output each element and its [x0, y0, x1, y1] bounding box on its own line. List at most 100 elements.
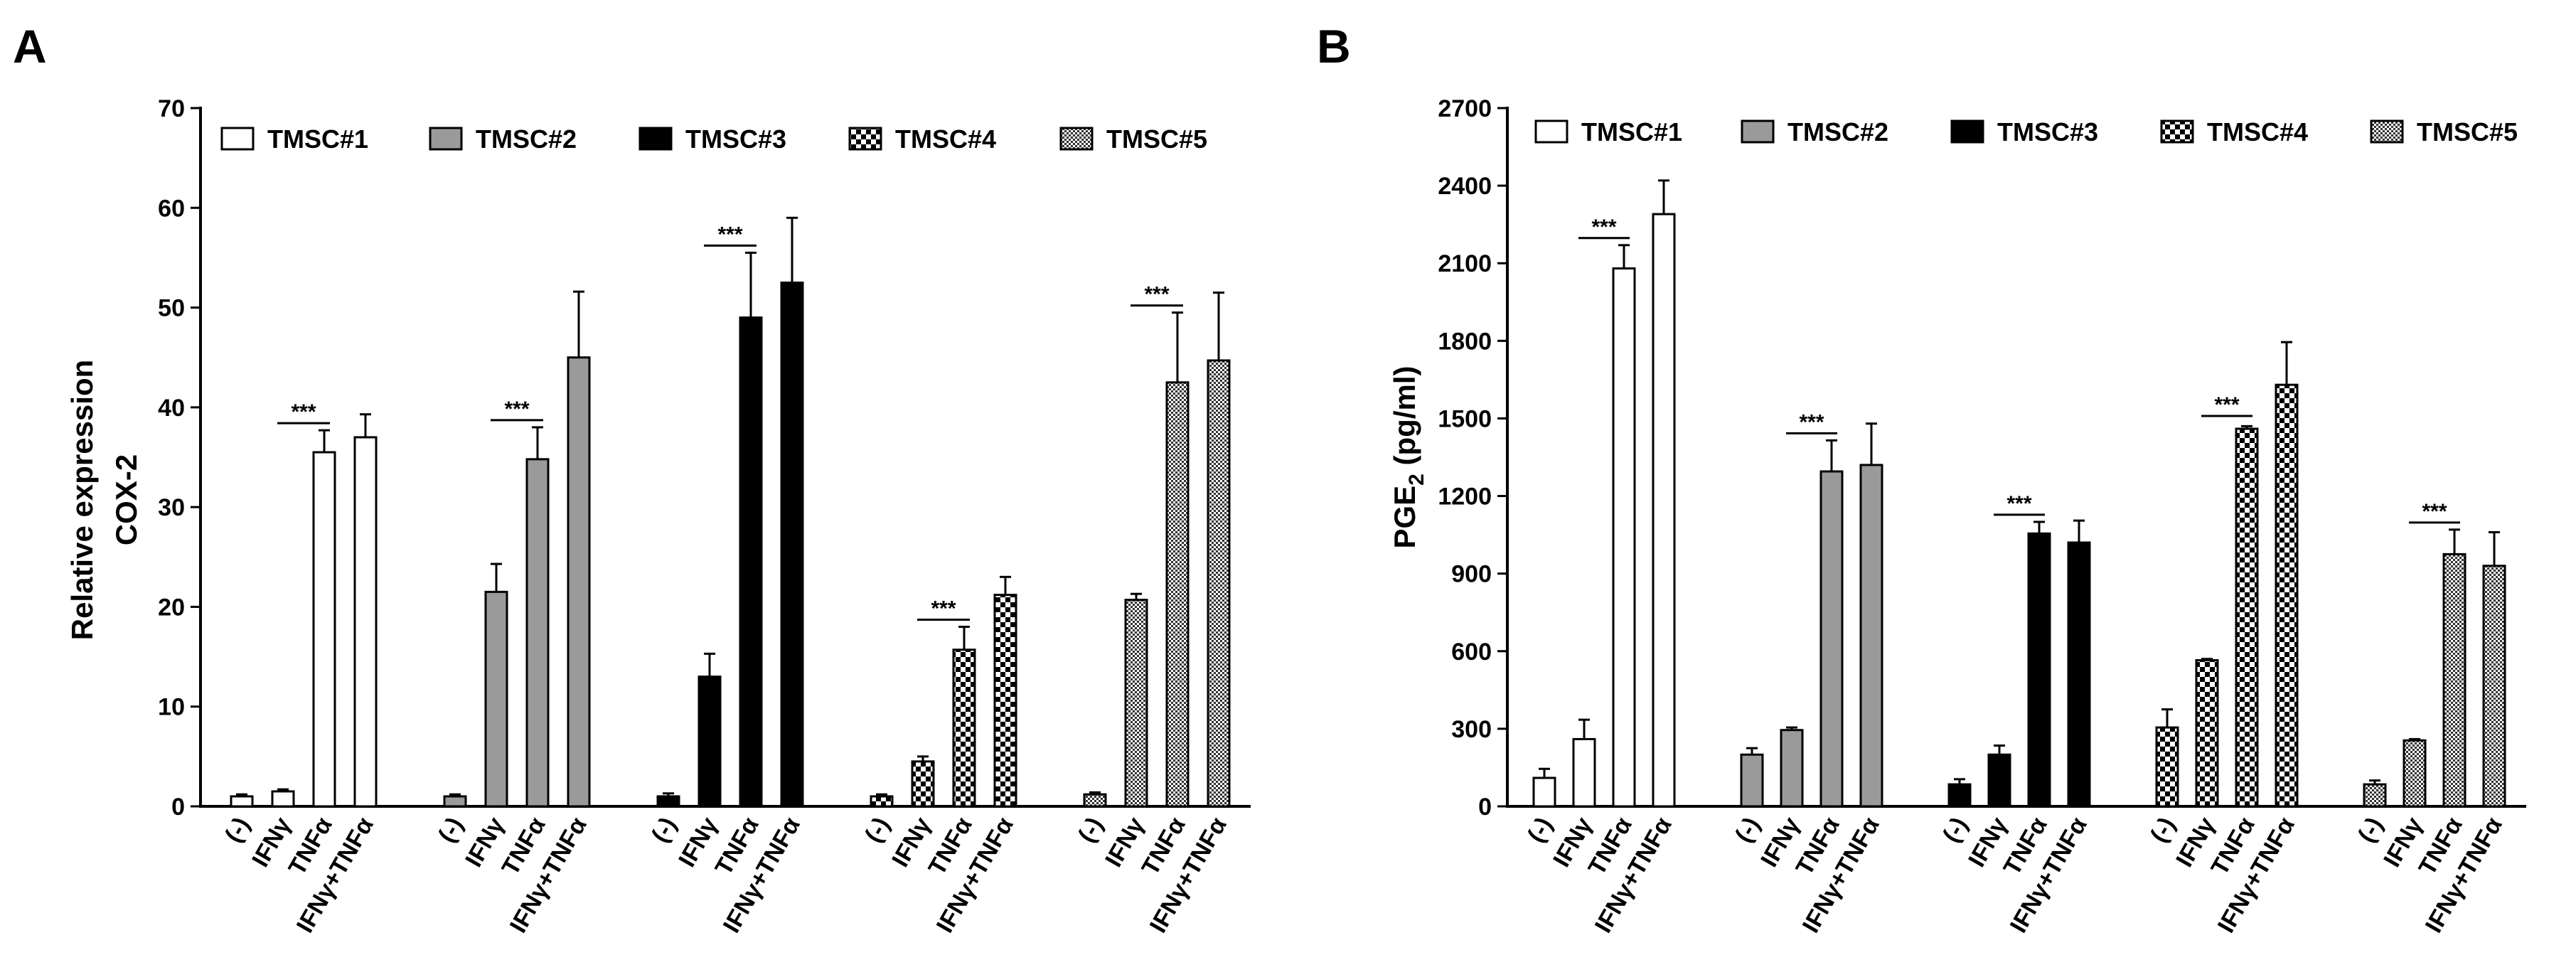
legend-swatch-white [1534, 119, 1568, 144]
legend-label: TMSC#4 [2207, 117, 2308, 146]
category-label: (-) [220, 813, 255, 847]
significance-marker: *** [2006, 492, 2031, 516]
category-label: (-) [2353, 813, 2388, 847]
significance-marker: *** [1591, 215, 1616, 239]
bar [1532, 776, 1556, 808]
legend-swatch-gray [429, 127, 463, 151]
significance-marker: *** [2214, 393, 2239, 417]
y-tick-label: 10 [158, 694, 185, 721]
bar [656, 795, 680, 808]
category-label: (-) [646, 813, 682, 847]
legend-label: TMSC#1 [1581, 117, 1682, 146]
bar [230, 795, 254, 808]
bar [2155, 726, 2179, 808]
legend-swatch-fine [1059, 127, 1094, 151]
bar [1819, 470, 1844, 808]
legend-label: TMSC#2 [476, 124, 577, 154]
bar [484, 590, 508, 808]
y-tick-label: 60 [158, 195, 185, 222]
bar [1165, 381, 1190, 808]
y-tick-label: 1800 [1438, 328, 1492, 355]
legend-label: TMSC#5 [1106, 124, 1207, 154]
bar [353, 436, 378, 808]
significance-marker: *** [504, 397, 529, 421]
y-tick-label: 0 [171, 794, 185, 821]
legend-label: TMSC#2 [1787, 117, 1888, 146]
bar [443, 795, 467, 808]
bar [2067, 541, 2091, 808]
bar [1780, 729, 1804, 808]
bar [739, 316, 763, 808]
y-tick-label: 900 [1451, 561, 1492, 588]
legend-swatch-checker [2160, 119, 2194, 144]
legend-label: TMSC#3 [685, 124, 786, 154]
y-tick-label: 2100 [1438, 250, 1492, 277]
bar [870, 795, 894, 808]
legend-swatch-white [220, 127, 255, 151]
bar [2027, 532, 2051, 808]
significance-marker: *** [1799, 410, 1824, 434]
bar [2403, 739, 2427, 808]
bar [1859, 464, 1883, 808]
bar [271, 790, 295, 808]
y-tick-label: 50 [158, 295, 185, 322]
bar [2275, 383, 2299, 808]
y-tick-label: 2700 [1438, 95, 1492, 122]
y-axis-title-line-2: COX-2 [109, 454, 143, 545]
y-tick-label: 1500 [1438, 405, 1492, 432]
y-tick-label: 2400 [1438, 173, 1492, 200]
bar [911, 760, 935, 808]
bar [2363, 783, 2387, 808]
legend-swatch-black [1950, 119, 1984, 144]
bar [1612, 267, 1636, 808]
bar [525, 458, 550, 808]
legend-swatch-black [638, 127, 673, 151]
bar [952, 648, 976, 808]
chart-panel-a: 0 10 20 30 40 50 60 70 Relative expression COX-2 T… [65, 95, 1251, 937]
y-tick-label: 0 [1478, 794, 1492, 821]
significance-marker: *** [717, 223, 742, 246]
legend-label: TMSC#1 [267, 124, 368, 154]
bar [993, 594, 1017, 808]
bar [2195, 659, 2219, 808]
significance-marker: *** [1144, 283, 1169, 306]
bar [2235, 427, 2259, 808]
legend-swatch-fine [2370, 119, 2404, 144]
bar [698, 676, 722, 808]
legend-label: TMSC#5 [2417, 117, 2518, 146]
bar [780, 282, 804, 808]
y-tick-label: 1200 [1438, 484, 1492, 511]
category-label: (-) [860, 813, 895, 847]
bar [1207, 359, 1231, 808]
category-label: (-) [1522, 813, 1558, 847]
category-label: (-) [1730, 813, 1765, 847]
panel-letter-a: A [13, 20, 47, 73]
y-tick-label: 40 [158, 395, 185, 422]
bar [1124, 599, 1148, 808]
category-label: (-) [2145, 813, 2181, 847]
bar [1572, 737, 1596, 808]
bar [1083, 793, 1107, 808]
y-tick-label: 70 [158, 95, 185, 122]
legend-label: TMSC#3 [1997, 117, 2098, 146]
bar [312, 451, 336, 808]
y-axis-title: PGE2 (pg/ml) [1388, 365, 1428, 548]
category-label: (-) [1938, 813, 1973, 847]
chart-panel-b: 0 300 600 900 1200 1500 1800 2100 2400 2700 PGE2 (… [1388, 95, 2526, 937]
bar [1947, 783, 1972, 808]
category-label: (-) [433, 813, 469, 847]
significance-marker: *** [931, 597, 956, 620]
y-tick-label: 20 [158, 594, 185, 621]
y-tick-label: 30 [158, 494, 185, 521]
y-axis-title-line-1: Relative expression [65, 360, 99, 641]
category-label: (-) [1073, 813, 1108, 847]
bar [567, 356, 591, 808]
legend-label: TMSC#4 [895, 124, 996, 154]
y-tick-label: 600 [1451, 639, 1492, 666]
y-tick-label: 300 [1451, 716, 1492, 743]
bar [2482, 565, 2506, 808]
panel-letter-b: B [1317, 20, 1351, 73]
bar [1652, 213, 1676, 808]
significance-marker: *** [291, 400, 316, 424]
